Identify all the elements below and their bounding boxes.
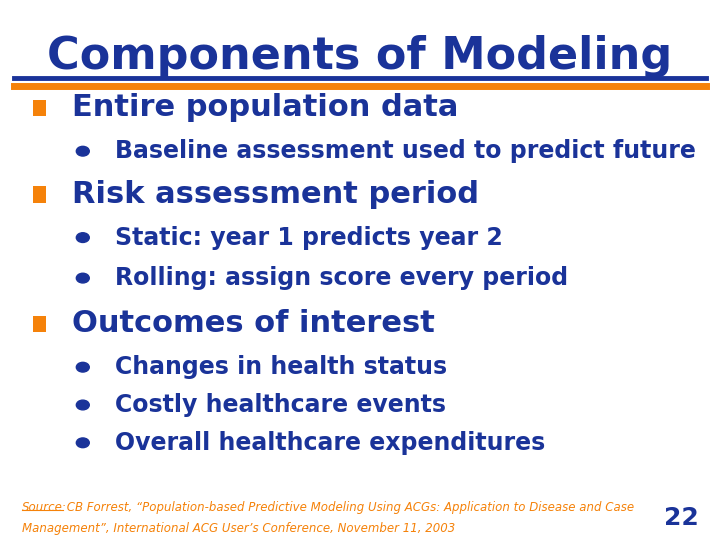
Circle shape <box>76 146 89 156</box>
FancyBboxPatch shape <box>33 186 46 202</box>
Text: Rolling: assign score every period: Rolling: assign score every period <box>115 266 568 290</box>
Circle shape <box>76 362 89 372</box>
Text: Baseline assessment used to predict future: Baseline assessment used to predict futu… <box>115 139 696 163</box>
Text: Source:: Source: <box>22 501 66 514</box>
FancyBboxPatch shape <box>33 100 46 116</box>
Text: Overall healthcare expenditures: Overall healthcare expenditures <box>115 431 546 455</box>
Text: 22: 22 <box>664 507 698 530</box>
Text: Static: year 1 predicts year 2: Static: year 1 predicts year 2 <box>115 226 503 249</box>
Circle shape <box>76 233 89 242</box>
Text: Management”, International ACG User’s Conference, November 11, 2003: Management”, International ACG User’s Co… <box>22 522 455 535</box>
FancyBboxPatch shape <box>33 316 46 332</box>
Circle shape <box>76 273 89 283</box>
Text: Entire population data: Entire population data <box>72 93 459 123</box>
Circle shape <box>76 400 89 410</box>
Text: Risk assessment period: Risk assessment period <box>72 180 479 209</box>
Text: Costly healthcare events: Costly healthcare events <box>115 393 446 417</box>
Circle shape <box>76 438 89 448</box>
Text: CB Forrest, “Population-based Predictive Modeling Using ACGs: Application to Dis: CB Forrest, “Population-based Predictive… <box>63 501 634 514</box>
Text: Outcomes of interest: Outcomes of interest <box>72 309 435 339</box>
Text: Changes in health status: Changes in health status <box>115 355 447 379</box>
Text: Components of Modeling: Components of Modeling <box>48 35 672 78</box>
